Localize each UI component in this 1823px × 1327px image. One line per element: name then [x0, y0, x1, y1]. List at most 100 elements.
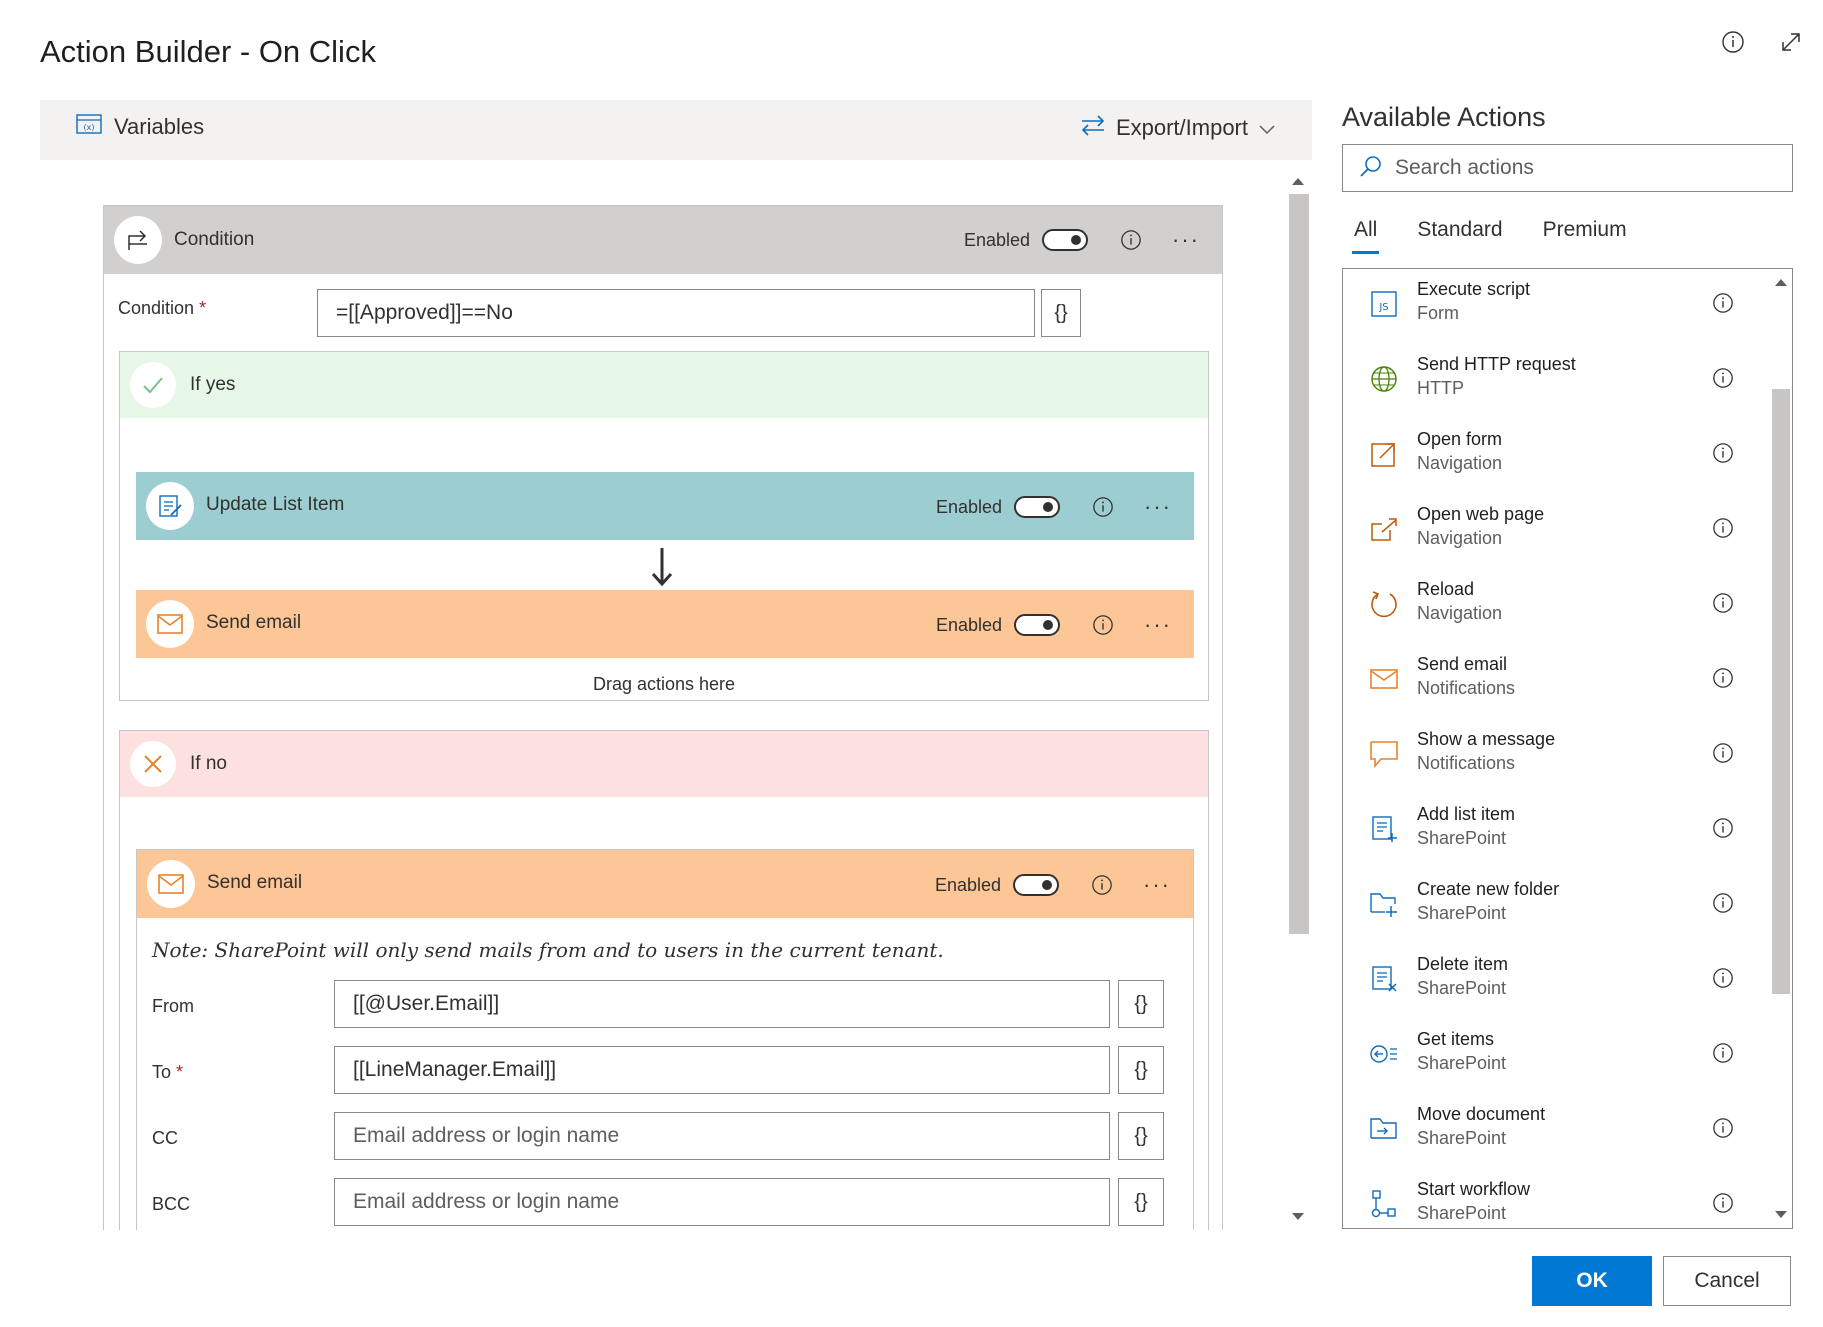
list-item-delete-item[interactable]: Delete item SharePoint [1343, 944, 1763, 1019]
info-icon[interactable] [1711, 366, 1735, 390]
enabled-toggle[interactable] [1013, 874, 1060, 896]
move-document-icon [1369, 1114, 1399, 1144]
info-icon[interactable] [1711, 1041, 1735, 1065]
enabled-label: Enabled [935, 614, 1003, 635]
from-expression-button[interactable]: {} [1118, 980, 1164, 1028]
variables-icon: (x) [76, 114, 102, 140]
bcc-input[interactable]: Email address or login name [334, 1178, 1110, 1226]
condition-field-label: Condition * [118, 298, 207, 318]
info-icon[interactable] [1118, 227, 1144, 253]
update-list-item-title: Update List Item [206, 494, 345, 515]
info-icon[interactable] [1711, 666, 1735, 690]
cc-expression-button[interactable]: {} [1118, 1112, 1164, 1160]
new-folder-icon [1369, 889, 1399, 919]
condition-title: Condition [174, 229, 255, 250]
cc-input[interactable]: Email address or login name [334, 1112, 1110, 1160]
from-input[interactable]: [[@User.Email]] [334, 980, 1110, 1028]
to-label: To * [152, 1062, 184, 1082]
export-import-button[interactable]: Export/Import [1080, 114, 1276, 142]
more-options-icon[interactable]: ··· [1144, 612, 1172, 637]
search-box[interactable] [1342, 144, 1793, 192]
list-item-show-a-message[interactable]: Show a message Notifications [1343, 719, 1763, 794]
info-icon[interactable] [1711, 291, 1735, 315]
search-input[interactable] [1395, 156, 1775, 180]
list-item-reload[interactable]: Reload Navigation [1343, 569, 1763, 644]
more-options-icon[interactable]: ··· [1144, 494, 1172, 519]
builder-canvas: Condition Enabled ··· Condition * =[[App… [40, 160, 1312, 1230]
js-script-icon: JS [1369, 289, 1399, 319]
scroll-down-icon[interactable] [1292, 1213, 1304, 1220]
enabled-toggle[interactable] [1042, 229, 1089, 251]
more-options-icon[interactable]: ··· [1143, 872, 1171, 897]
to-input[interactable]: [[LineManager.Email]] [334, 1046, 1110, 1094]
info-icon[interactable] [1711, 591, 1735, 615]
enabled-label: Enabled [935, 496, 1003, 517]
send-email-expanded-card: Send email Enabled ··· Note: SharePoint … [136, 849, 1194, 1230]
condition-header[interactable]: Condition Enabled ··· [104, 206, 1222, 274]
list-item-send-email[interactable]: Send email Notifications [1343, 644, 1763, 719]
list-item-create-new-folder[interactable]: Create new folder SharePoint [1343, 869, 1763, 944]
info-icon[interactable] [1090, 612, 1116, 638]
send-email-card[interactable]: Send email Enabled ··· [136, 590, 1194, 658]
condition-input[interactable]: =[[Approved]]==No [317, 289, 1035, 337]
list-item-start-workflow[interactable]: Start workflow SharePoint [1343, 1169, 1763, 1228]
condition-icon [114, 216, 162, 264]
info-icon[interactable] [1719, 28, 1747, 56]
enabled-toggle[interactable] [1014, 496, 1061, 518]
scroll-thumb[interactable] [1772, 389, 1790, 994]
list-item-send-http-request[interactable]: Send HTTP request HTTP [1343, 344, 1763, 419]
scroll-thumb[interactable] [1289, 194, 1309, 934]
expression-button[interactable]: {} [1041, 289, 1081, 337]
update-list-item-card[interactable]: Update List Item Enabled ··· [136, 472, 1194, 540]
list-item-open-form[interactable]: Open form Navigation [1343, 419, 1763, 494]
enabled-toggle[interactable] [1014, 614, 1061, 636]
mail-icon [147, 860, 195, 908]
info-icon[interactable] [1711, 816, 1735, 840]
list-item-get-items[interactable]: Get items SharePoint [1343, 1019, 1763, 1094]
info-icon[interactable] [1089, 872, 1115, 898]
available-actions-title: Available Actions [1342, 102, 1546, 132]
action-list-scrollbar[interactable] [1770, 269, 1792, 1228]
from-label: From [152, 996, 194, 1016]
info-icon[interactable] [1711, 891, 1735, 915]
list-item-move-document[interactable]: Move document SharePoint [1343, 1094, 1763, 1169]
canvas-scrollbar[interactable] [1287, 170, 1309, 1230]
info-icon[interactable] [1711, 516, 1735, 540]
enabled-label: Enabled [963, 229, 1031, 250]
tab-premium[interactable]: Premium [1542, 218, 1627, 241]
more-options-icon[interactable]: ··· [1172, 227, 1200, 252]
flow-arrow-down-icon [650, 546, 674, 593]
open-web-page-icon [1369, 514, 1399, 544]
info-icon[interactable] [1711, 741, 1735, 765]
dialog-title: Action Builder - On Click [40, 34, 376, 69]
list-item-execute-script[interactable]: JS Execute script Form [1343, 269, 1763, 344]
tab-standard[interactable]: Standard [1417, 218, 1503, 241]
open-form-icon [1369, 439, 1399, 469]
export-import-label: Export/Import [1115, 115, 1248, 140]
info-icon[interactable] [1711, 1191, 1735, 1215]
info-icon[interactable] [1711, 441, 1735, 465]
expand-icon[interactable] [1777, 28, 1805, 56]
info-icon[interactable] [1090, 494, 1116, 520]
list-item-add-list-item[interactable]: Add list item SharePoint [1343, 794, 1763, 869]
sharepoint-note: Note: SharePoint will only send mails fr… [152, 938, 944, 962]
scroll-down-icon[interactable] [1775, 1211, 1787, 1218]
info-icon[interactable] [1711, 1116, 1735, 1140]
to-expression-button[interactable]: {} [1118, 1046, 1164, 1094]
variables-button[interactable]: (x) Variables [76, 114, 204, 140]
info-icon[interactable] [1711, 966, 1735, 990]
send-email-header[interactable]: Send email Enabled ··· [137, 850, 1193, 918]
scroll-up-icon[interactable] [1775, 279, 1787, 286]
list-item-open-web-page[interactable]: Open web page Navigation [1343, 494, 1763, 569]
bcc-expression-button[interactable]: {} [1118, 1178, 1164, 1226]
action-tabs: All Standard Premium [1351, 218, 1667, 254]
message-icon [1369, 739, 1399, 769]
tab-all[interactable]: All [1351, 218, 1380, 254]
drag-actions-hint: Drag actions here [592, 674, 736, 694]
delete-item-icon [1369, 964, 1399, 994]
scroll-up-icon[interactable] [1292, 178, 1304, 185]
cancel-button[interactable]: Cancel [1663, 1256, 1791, 1306]
ok-button[interactable]: OK [1532, 1256, 1652, 1306]
check-icon [130, 362, 176, 408]
svg-text:(x): (x) [84, 123, 95, 132]
